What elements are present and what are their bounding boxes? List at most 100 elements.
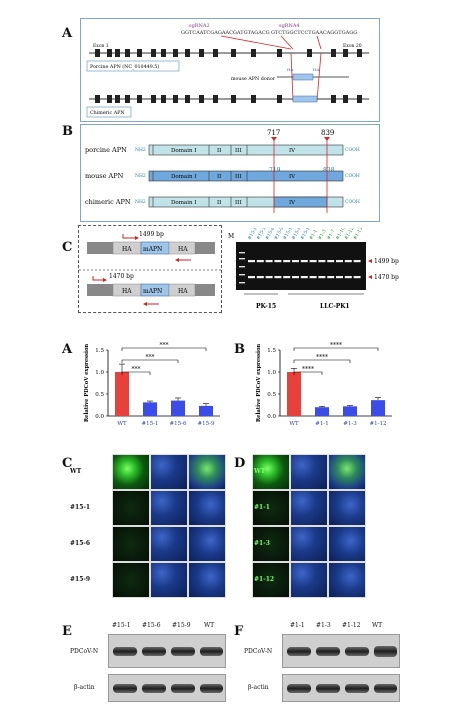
microscopy-cell: [252, 454, 290, 490]
wb-e-lane-1: #15-1: [112, 622, 131, 629]
sgrna4-seq: GTCTGGCTCCTGAACAGGTGAGG: [271, 30, 357, 36]
exon-block: [231, 49, 236, 57]
bar-chart-b: 0.0 0.5 1.0 1.5 Relative PDCoV expression WT #…: [256, 342, 392, 427]
microscopy-cell: [290, 454, 328, 490]
exon-block: [251, 95, 256, 103]
bar: [171, 400, 185, 416]
domain-label: III: [235, 200, 242, 206]
significance-bracket: [121, 359, 179, 363]
wb-e-lane-4: WT: [204, 622, 215, 629]
significance-bracket: [293, 347, 379, 351]
domain-label: II: [217, 148, 221, 154]
microscopy-cell: [328, 490, 366, 526]
gel-right-top: 1499 bp: [374, 258, 399, 265]
sgrna-pointer-3: [220, 35, 292, 50]
domain-label: IV: [289, 200, 296, 206]
gel-band-bottom: [353, 276, 361, 279]
bar: [343, 406, 357, 416]
microscopy-cell: [112, 562, 150, 598]
wb-f-lane-1: #1-1: [290, 622, 305, 629]
panel-letter-top-b: B: [62, 124, 73, 139]
microscopy-cell: [290, 490, 328, 526]
y-tick-label: 1.5: [95, 348, 104, 354]
y-tick-label: 0.0: [95, 414, 104, 420]
donor-insert: [292, 73, 314, 81]
gel-group-left: PK-15: [256, 303, 276, 310]
gel-band-bottom: [274, 276, 282, 279]
sgrna4-label: sgRNA4: [279, 23, 300, 29]
gel-band-top: [283, 260, 291, 263]
domain-cut-marker-2: [324, 137, 330, 141]
domain-diagram-svg: 717 839 719 838 porcine APN NH2 Domain I II…: [85, 129, 360, 213]
exon-block: [125, 95, 130, 103]
bar: [315, 407, 329, 416]
domain-label: Domain I: [171, 148, 196, 154]
microscopy-row-label: WT: [254, 468, 266, 475]
exon-block: [343, 95, 348, 103]
sgrna2-seq: GGTCAATCGAGAACGATGTAGACG: [181, 30, 270, 36]
significance-label: ***: [160, 342, 169, 349]
wb-e-lane-2: #15-6: [142, 622, 161, 629]
bar: [143, 402, 157, 416]
gel-band-bottom: [248, 276, 255, 279]
pos-717-label: 717: [267, 129, 280, 137]
pcr-top-bp: 1499 bp: [139, 231, 164, 238]
domain-diagram-panel: 717 839 719 838 porcine APN NH2 Domain I II…: [80, 124, 380, 222]
microscopy-cell: [328, 526, 366, 562]
microscopy-row-label: #1-1: [254, 504, 270, 511]
donor-label: mouse APN donor: [231, 76, 276, 82]
microscopy-cell: [112, 526, 150, 562]
chimeric-exons: [95, 95, 362, 103]
microscopy-cell: [112, 454, 150, 490]
wb-f-blot-2: [282, 674, 400, 702]
gel-band-top: [327, 260, 335, 263]
gel-band-bottom: [344, 276, 352, 279]
exon-block: [277, 49, 282, 57]
microscopy-cell: [252, 490, 290, 526]
gel-background: [236, 242, 366, 290]
domain-label: III: [235, 148, 242, 154]
sgrna-pointer-1: [280, 35, 294, 50]
western-blot-f: #1-1 #1-3 #1-12 WT PDCoV-N β-actin: [244, 620, 404, 712]
domain-bar: [148, 144, 344, 156]
pcr-gel-svg: M #15-1#15-3#15-6#15-9#15-11#15-13#15-14…: [228, 223, 399, 310]
domain-bar: [148, 196, 344, 208]
gel-band-bottom: [265, 276, 273, 279]
exon-block: [161, 95, 166, 103]
panel-letter-micro-d: D: [234, 456, 246, 471]
microscopy-cell: [150, 490, 188, 526]
microscopy-cell: [112, 490, 150, 526]
microscopy-grid-c: [112, 454, 228, 602]
pcr-ha-1: HA: [122, 246, 132, 253]
domain-row-label: mouse APN: [85, 172, 124, 180]
domain-label: Domain I: [171, 174, 196, 180]
exon-block: [173, 95, 178, 103]
microscopy-cell: [188, 454, 226, 490]
pos-838-label: 838: [323, 167, 335, 174]
exon-block: [125, 49, 130, 57]
microscopy-c-row-labels: WT #15-1 #15-6 #15-9: [70, 454, 110, 602]
microscopy-cell: [150, 526, 188, 562]
panel-letter-top-a: A: [62, 26, 73, 41]
y-axis-label: Relative PDCoV expression: [84, 344, 90, 423]
exon-block: [331, 49, 336, 57]
nh2-label: NH2: [135, 173, 146, 179]
pcr-bottom-bp: 1470 bp: [109, 273, 134, 280]
wb-e-row-2: β-actin: [74, 684, 95, 691]
cooh-label: COOH: [345, 199, 360, 205]
exon1-label: Exon 1: [93, 43, 109, 49]
exon-block: [343, 49, 348, 57]
microscopy-row-label: #1-12: [254, 576, 275, 583]
microscopy-cell: [290, 562, 328, 598]
wb-e-blot-1: [108, 634, 226, 668]
significance-bracket: [121, 347, 207, 351]
gel-band-top: [274, 260, 282, 263]
exon-block: [185, 49, 190, 57]
pos-839-label: 839: [321, 129, 334, 137]
bar: [371, 400, 385, 416]
gel-band-top: [309, 260, 317, 263]
x-tick-label: #15-6: [170, 421, 187, 427]
pcr-mapn-1: mAPN: [143, 246, 162, 253]
wb-f-row-2: β-actin: [248, 684, 269, 691]
gel-lane-label: #1-3: [317, 228, 328, 241]
